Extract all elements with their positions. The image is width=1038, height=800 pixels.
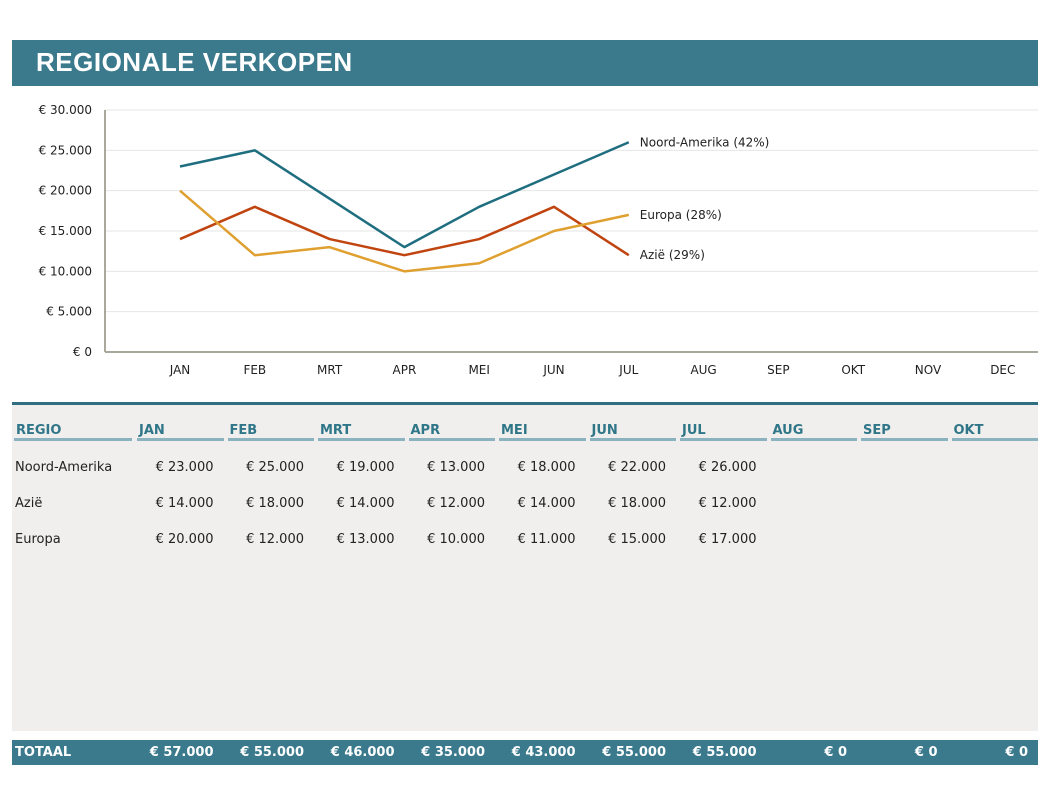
region-name: Europa	[15, 532, 61, 547]
table-cell: € 14.000	[517, 496, 576, 511]
total-value: € 0	[824, 745, 847, 760]
column-header: APR	[408, 423, 495, 441]
x-tick-label: AUG	[690, 363, 716, 377]
total-value: € 55.000	[240, 745, 304, 760]
total-value: € 55.000	[692, 745, 757, 760]
y-tick-label: € 20.000	[39, 184, 92, 198]
series-line	[179, 141, 630, 249]
column-header: AUG	[770, 423, 857, 441]
column-header: JAN	[137, 423, 224, 441]
series-line	[179, 189, 630, 273]
y-tick-label: € 30.000	[39, 103, 92, 117]
x-tick-label: MRT	[317, 363, 343, 377]
table-cell: € 12.000	[246, 532, 304, 547]
total-value: € 46.000	[330, 745, 395, 760]
table-cell: € 19.000	[336, 460, 395, 475]
table-cell: € 25.000	[246, 460, 304, 475]
column-header: SEP	[861, 423, 948, 441]
page-title: REGIONALE VERKOPEN	[36, 47, 353, 77]
x-tick-label: JAN	[169, 363, 191, 377]
table-cell: € 10.000	[427, 532, 485, 547]
series-line	[179, 205, 630, 257]
x-tick-label: SEP	[767, 363, 789, 377]
region-name: Noord-Amerika	[15, 460, 113, 475]
x-tick-label: OKT	[841, 363, 865, 377]
x-tick-label: JUL	[618, 363, 638, 377]
table-cell: € 18.000	[608, 496, 666, 511]
column-header: OKT	[951, 423, 1038, 441]
total-label: TOTAAL	[15, 745, 72, 760]
total-value: € 55.000	[602, 745, 666, 760]
table-cell: € 23.000	[155, 460, 214, 475]
series-label: Europa (28%)	[640, 208, 722, 222]
column-header: JUN	[589, 423, 676, 441]
total-value: € 0	[914, 745, 938, 760]
table-cell: € 14.000	[155, 496, 214, 511]
total-value: € 57.000	[149, 745, 214, 760]
x-tick-label: JUN	[542, 363, 564, 377]
table-cell: € 22.000	[608, 460, 666, 475]
sales-table: REGIO JAN FEB MRT APR MEI JUN JUL AUG SEP OKT Noord…	[12, 402, 1038, 731]
y-tick-label: € 25.000	[39, 143, 92, 157]
table-cell: € 13.000	[336, 532, 395, 547]
table-cell: € 15.000	[608, 532, 666, 547]
column-header: FEB	[227, 423, 314, 441]
table-cell: € 14.000	[336, 496, 395, 511]
column-header: MEI	[499, 423, 586, 441]
table-cell: € 13.000	[427, 460, 485, 475]
table-cell: € 20.000	[155, 532, 214, 547]
title-banner: REGIONALE VERKOPEN	[12, 40, 1038, 86]
x-tick-label: FEB	[243, 363, 266, 377]
table-cell: € 18.000	[246, 496, 304, 511]
series-label: Noord-Amerika (42%)	[640, 135, 770, 149]
x-tick-label: MEI	[468, 363, 489, 377]
column-header: MRT	[318, 423, 405, 441]
total-value: € 35.000	[421, 745, 485, 760]
y-tick-label: € 5.000	[46, 305, 92, 319]
x-tick-label: NOV	[915, 363, 942, 377]
table-cell: € 11.000	[517, 532, 576, 547]
table-cell: € 26.000	[698, 460, 757, 475]
series-label: Azië (29%)	[640, 248, 705, 262]
table-cell: € 12.000	[698, 496, 757, 511]
table-cell: € 12.000	[427, 496, 485, 511]
y-tick-label: € 10.000	[39, 264, 92, 278]
table-cell: € 18.000	[517, 460, 576, 475]
column-header: JUL	[680, 423, 767, 441]
sales-line-chart: € 0 € 5.000 € 10.000 € 15.000 € 20.000 € 25.0…	[39, 103, 1038, 377]
y-tick-label: € 0	[73, 345, 92, 359]
table-cell: € 17.000	[698, 532, 757, 547]
total-value: € 43.000	[511, 745, 576, 760]
x-tick-label: APR	[393, 363, 417, 377]
column-header: REGIO	[14, 423, 132, 441]
total-value: € 0	[1005, 745, 1028, 760]
y-tick-label: € 15.000	[39, 224, 92, 238]
totals-row: TOTAAL € 57.000 € 55.000 € 46.000 € 35.000 € …	[12, 740, 1038, 765]
region-name: Azië	[15, 496, 43, 511]
x-tick-label: DEC	[990, 363, 1015, 377]
